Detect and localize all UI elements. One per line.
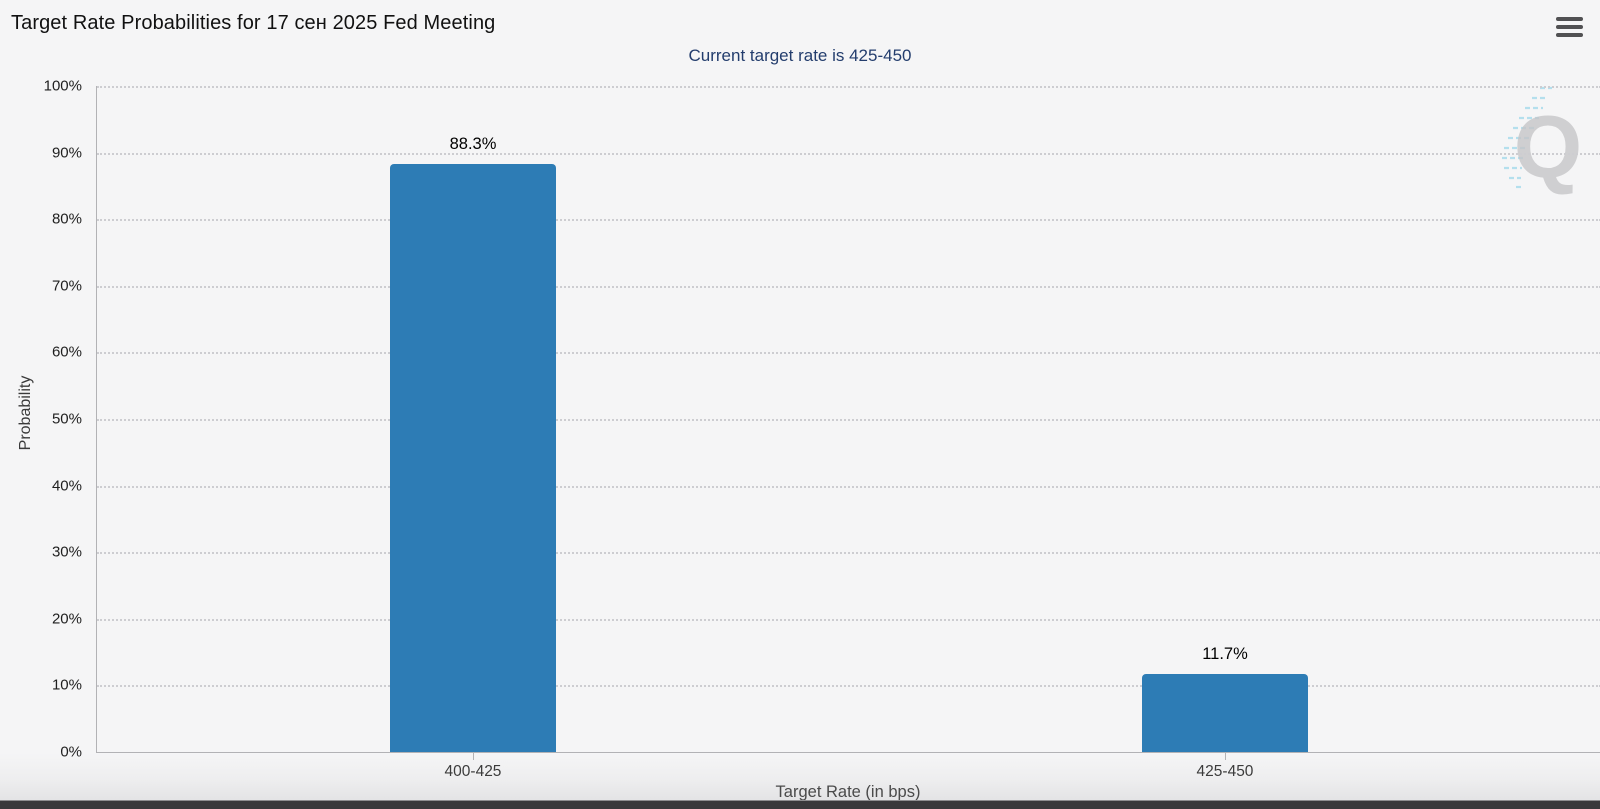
chart-title: Target Rate Probabilities for 17 сен 202…	[11, 12, 496, 34]
bottom-gradient	[0, 753, 1600, 801]
y-tick-label: 30%	[51, 543, 82, 561]
y-tick-label: 80%	[51, 210, 82, 228]
y-tick-label: 100%	[43, 77, 82, 95]
gridline	[97, 152, 1600, 155]
gridline	[97, 219, 1600, 222]
window-bottom-edge	[0, 800, 1600, 809]
gridline	[97, 86, 1600, 88]
gridline	[97, 419, 1600, 421]
gridline	[97, 618, 1600, 621]
menu-bar	[1556, 17, 1583, 21]
x-axis-title: Target Rate (in bps)	[775, 783, 921, 801]
y-tick-label: 50%	[51, 410, 82, 428]
gridline	[97, 685, 1600, 688]
gridline	[97, 485, 1600, 488]
y-tick-label: 0%	[60, 743, 82, 761]
x-axis-tick	[1225, 752, 1226, 760]
chart-subtitle: Current target rate is 425-450	[688, 46, 912, 65]
menu-bar	[1556, 33, 1583, 37]
y-axis-tick-labels: 0% 10% 20% 30% 40% 50% 60% 70% 80% 90% 100%	[0, 78, 90, 761]
bar-value-label: 88.3%	[449, 134, 497, 153]
x-category-label: 400-425	[444, 763, 502, 780]
bar[interactable]	[1142, 674, 1308, 752]
y-tick-label: 40%	[51, 477, 82, 495]
menu-bar	[1556, 25, 1583, 29]
y-tick-label: 90%	[51, 144, 82, 162]
bar-value-label: 11.7%	[1202, 645, 1248, 664]
gridline	[97, 352, 1600, 355]
x-category-label: 425-450	[1196, 763, 1254, 780]
y-tick-label: 20%	[51, 610, 82, 628]
gridline	[97, 285, 1600, 288]
y-tick-label: 10%	[51, 676, 82, 694]
plot-area: 88.3% 400-425 11.7% 425-450	[96, 86, 1600, 780]
bar[interactable]	[390, 163, 556, 752]
gridline	[97, 552, 1600, 555]
x-axis-tick	[473, 752, 474, 760]
y-tick-label: 70%	[51, 277, 82, 295]
y-tick-label: 60%	[51, 343, 82, 361]
menu-icon[interactable]	[1556, 17, 1583, 39]
